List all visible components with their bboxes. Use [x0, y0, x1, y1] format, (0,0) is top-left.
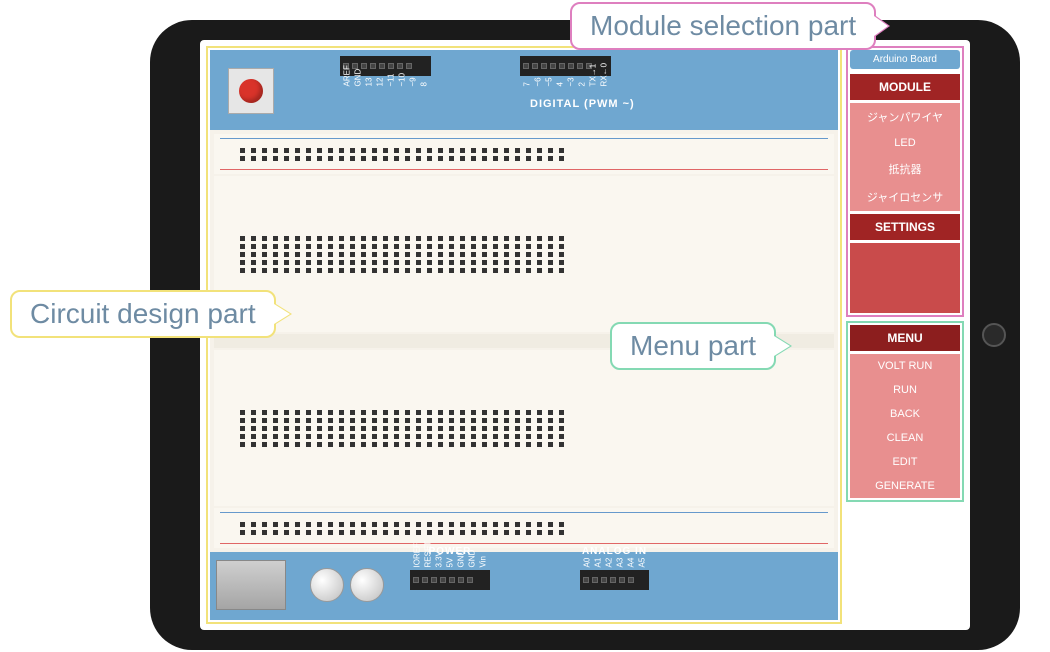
menu-item-run[interactable]: RUN — [850, 378, 960, 402]
module-item[interactable]: 抵抗器 — [850, 155, 960, 183]
terminal-strip-top[interactable] — [214, 176, 834, 332]
power-header: POWER IOREFRESET3.3V5VGNDGNDVin — [410, 546, 490, 590]
module-selection-panel: Arduino Board MODULE ジャンパワイヤLED抵抗器ジャイロセン… — [846, 46, 964, 317]
digital-header-b: 7~6~54~32TX→1RX←0 — [520, 56, 611, 87]
callout-menu: Menu part — [610, 322, 776, 370]
settings-header[interactable]: SETTINGS — [850, 214, 960, 240]
power-rail-bottom — [214, 508, 834, 548]
capacitor-icon — [310, 568, 344, 602]
power-label: POWER — [410, 546, 490, 557]
usb-port — [216, 560, 286, 610]
reset-button[interactable] — [228, 68, 274, 114]
module-header: MODULE — [850, 74, 960, 100]
tablet-screen: AREFGND1312~11~10~98 7~6~54~32TX→1RX←0 D… — [200, 40, 970, 630]
arduino-top-strip: AREFGND1312~11~10~98 7~6~54~32TX→1RX←0 D… — [210, 50, 838, 130]
menu-panel: MENU VOLT RUNRUNBACKCLEANEDITGENERATE — [846, 321, 964, 502]
tablet-frame: AREFGND1312~11~10~98 7~6~54~32TX→1RX←0 D… — [150, 20, 1020, 650]
sidebar: Arduino Board MODULE ジャンパワイヤLED抵抗器ジャイロセン… — [846, 46, 964, 624]
digital-label: DIGITAL (PWM ~) — [530, 98, 635, 110]
analog-label: ANALOG IN — [580, 546, 649, 557]
board-badge[interactable]: Arduino Board — [850, 50, 960, 69]
capacitor-icon — [350, 568, 384, 602]
menu-item-back[interactable]: BACK — [850, 402, 960, 426]
terminal-strip-bottom[interactable] — [214, 350, 834, 506]
callout-circuit-design: Circuit design part — [10, 290, 276, 338]
power-rail-top — [214, 134, 834, 174]
digital-header-a: AREFGND1312~11~10~98 — [340, 56, 431, 87]
callout-module-selection: Module selection part — [570, 2, 876, 50]
menu-item-volt-run[interactable]: VOLT RUN — [850, 354, 960, 378]
analog-header: ANALOG IN A0A1A2A3A4A5 — [580, 546, 649, 590]
module-item[interactable]: ジャンパワイヤ — [850, 103, 960, 131]
module-item[interactable]: LED — [850, 131, 960, 155]
settings-area — [850, 243, 960, 313]
menu-item-generate[interactable]: GENERATE — [850, 474, 960, 498]
arduino-bottom-strip: POWER IOREFRESET3.3V5VGNDGNDVin ANALOG I… — [210, 552, 838, 620]
menu-item-edit[interactable]: EDIT — [850, 450, 960, 474]
menu-header: MENU — [850, 325, 960, 351]
menu-item-clean[interactable]: CLEAN — [850, 426, 960, 450]
module-item[interactable]: ジャイロセンサ — [850, 183, 960, 211]
home-button[interactable] — [982, 323, 1006, 347]
